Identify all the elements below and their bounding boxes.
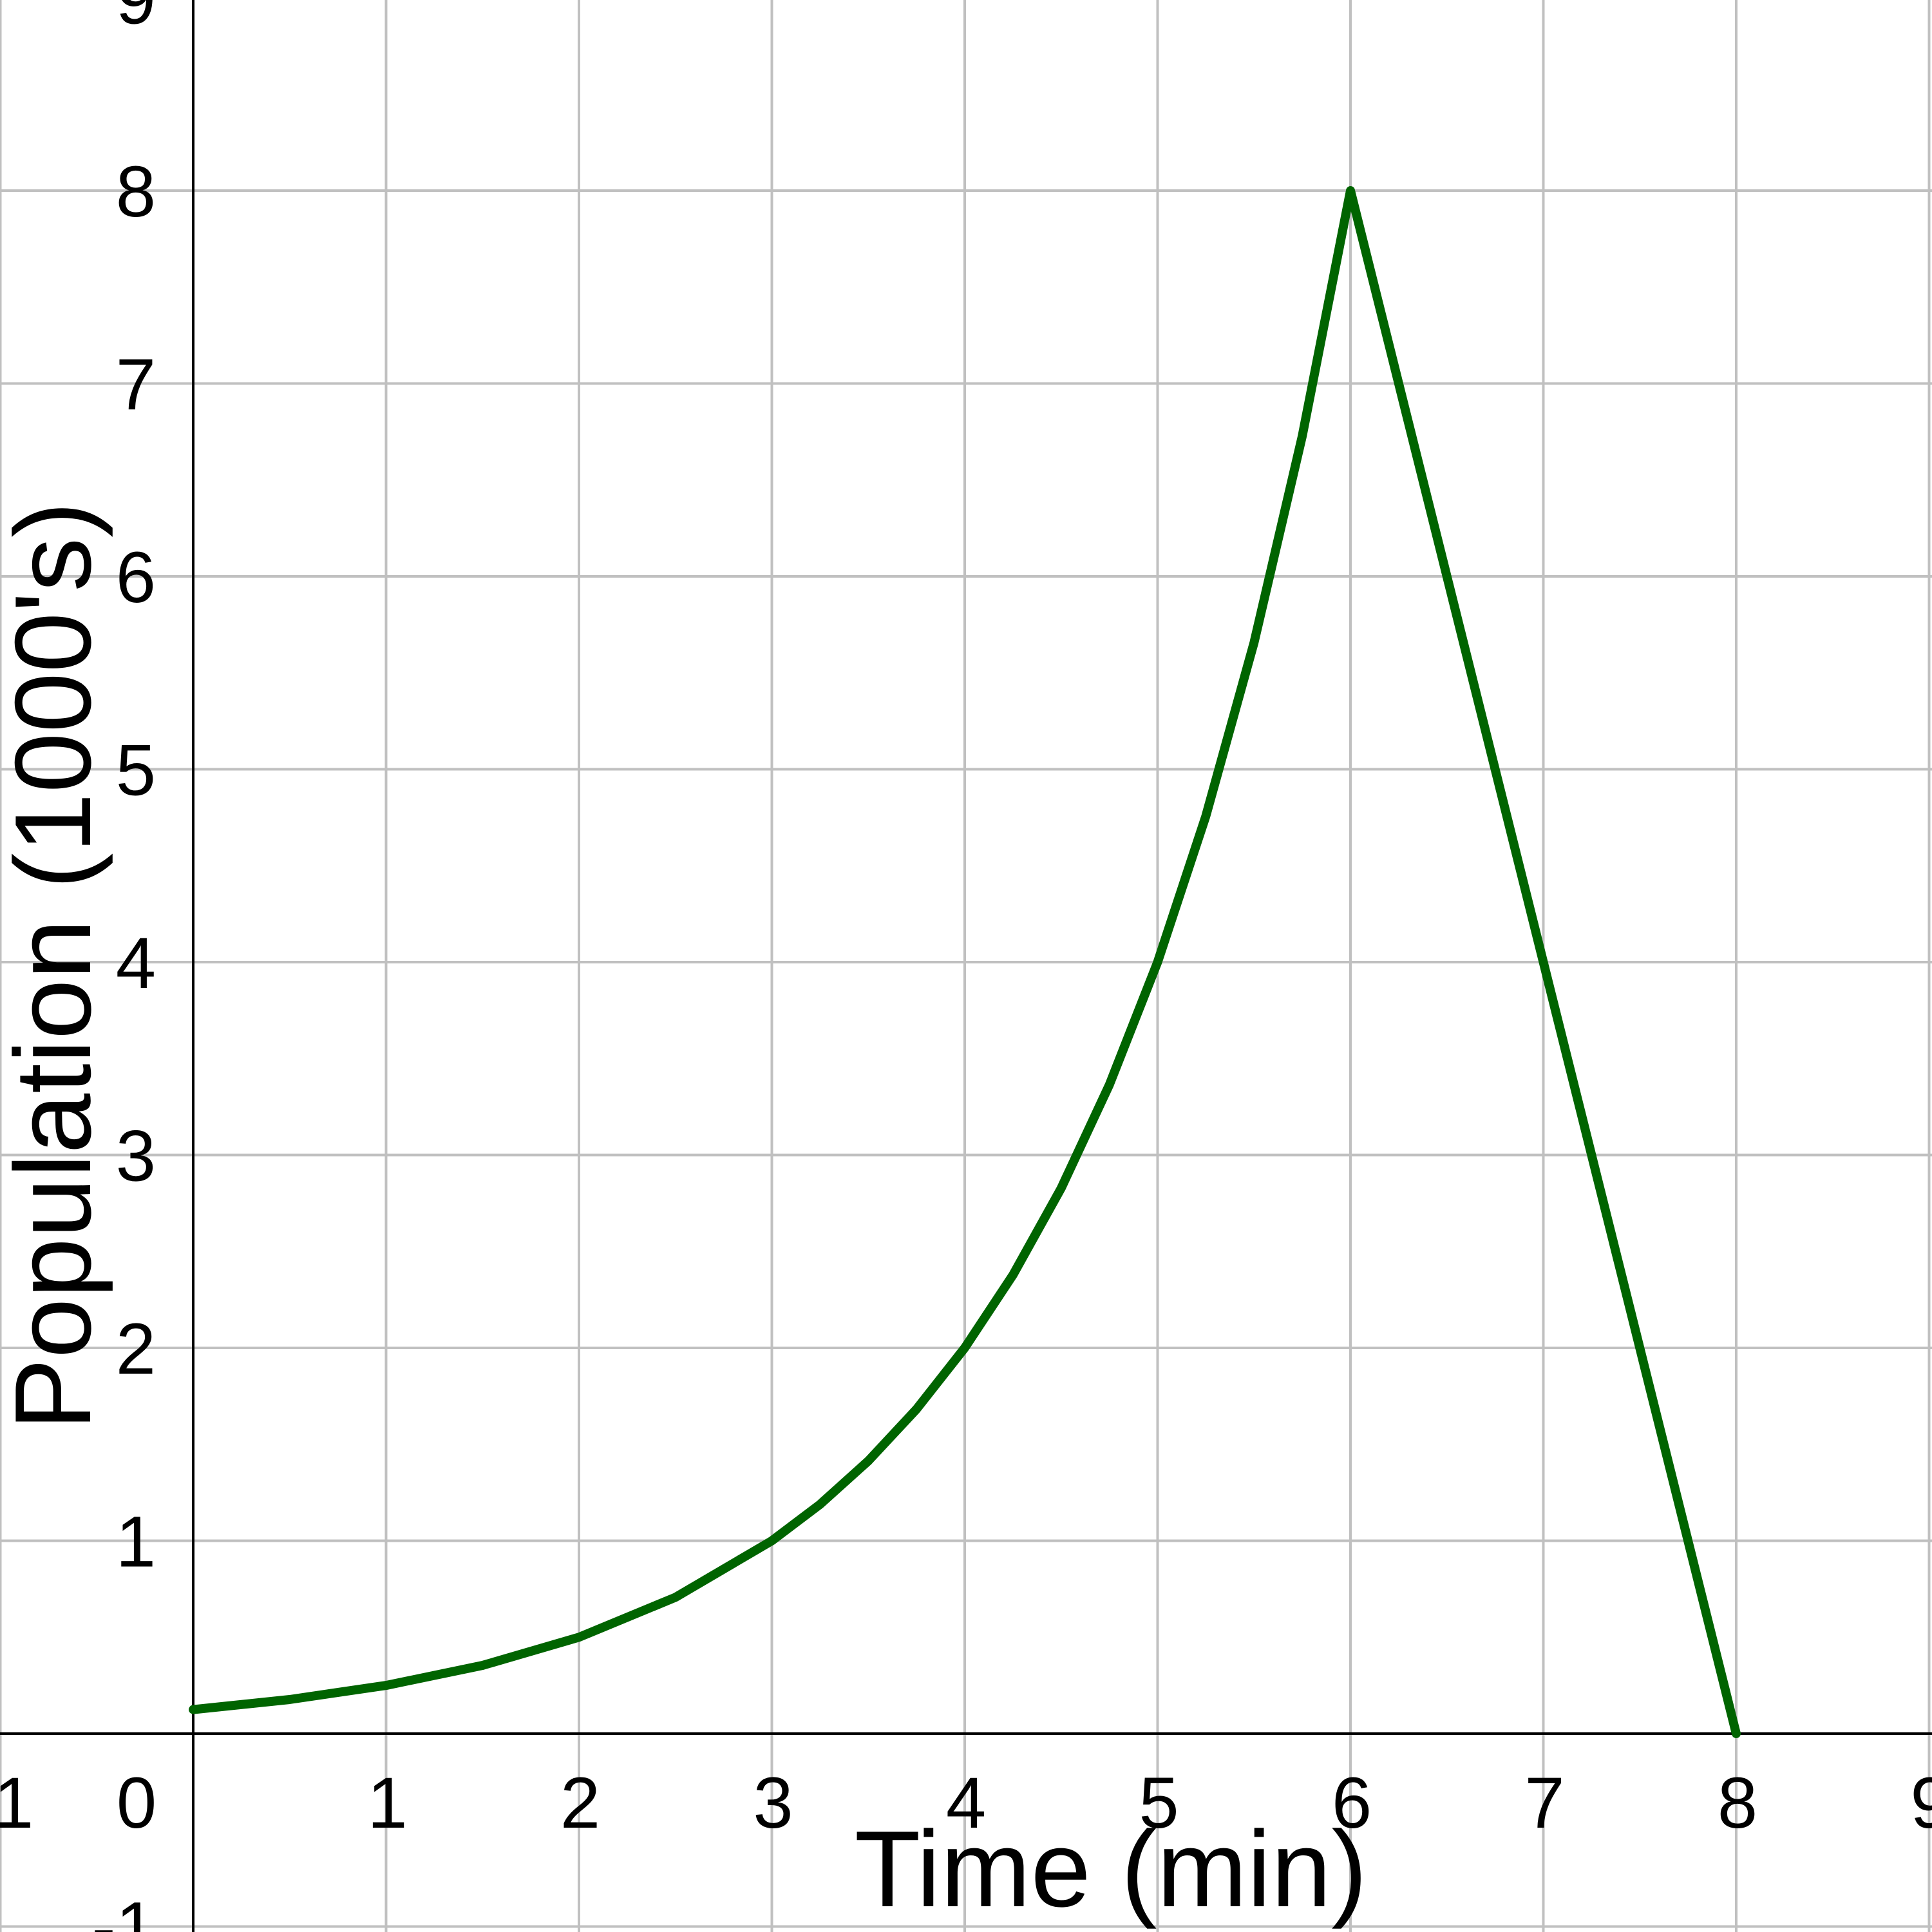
x-tick-label: 7 xyxy=(1524,1763,1564,1843)
y-tick-label: 9 xyxy=(116,0,156,39)
y-tick-labels: -1 1 2 3 4 5 6 7 8 9 xyxy=(91,0,156,1932)
y-tick-label: 5 xyxy=(116,730,156,811)
x-tick-label: 2 xyxy=(560,1763,600,1843)
x-tick-label: 6 xyxy=(1332,1763,1372,1843)
y-tick-label: 4 xyxy=(116,923,156,1003)
series-layer xyxy=(189,186,1741,1738)
y-axis-title: Population (1000's) xyxy=(0,502,113,1430)
x-tick-label: 4 xyxy=(946,1763,986,1843)
y-tick-label: 1 xyxy=(116,1502,156,1582)
y-tick-label: 6 xyxy=(116,537,156,618)
x-tick-label: -1 xyxy=(0,1763,33,1843)
y-tick-label: 8 xyxy=(116,151,156,232)
series-line-1 xyxy=(189,186,1741,1738)
x-axis-title: Time (min) xyxy=(855,1808,1367,1929)
y-tick-label: 3 xyxy=(116,1116,156,1197)
y-tick-label: 2 xyxy=(116,1309,156,1389)
x-tick-label: 0 xyxy=(117,1763,156,1843)
y-tick-label: 7 xyxy=(116,345,156,425)
x-tick-label: 8 xyxy=(1718,1763,1757,1843)
x-tick-label: 9 xyxy=(1910,1763,1932,1843)
x-tick-label: 3 xyxy=(753,1763,793,1843)
x-tick-label: 5 xyxy=(1139,1763,1179,1843)
y-tick-label: -1 xyxy=(91,1888,156,1932)
x-tick-labels: -1 0 1 2 3 4 5 6 7 8 9 xyxy=(0,1763,1932,1843)
x-tick-label: 1 xyxy=(367,1763,407,1843)
